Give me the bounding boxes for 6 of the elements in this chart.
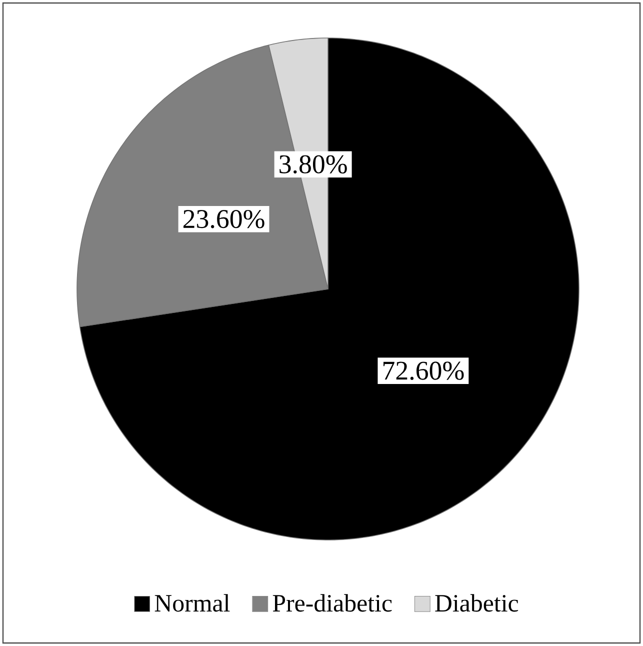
data-label: 72.60% [383,362,464,380]
data-label: 23.60% [183,210,264,228]
legend-label: Diabetic [435,594,518,612]
legend-label: Pre-diabetic [272,594,392,612]
legend-label: Normal [154,594,230,612]
data-label: 3.80% [280,155,347,174]
